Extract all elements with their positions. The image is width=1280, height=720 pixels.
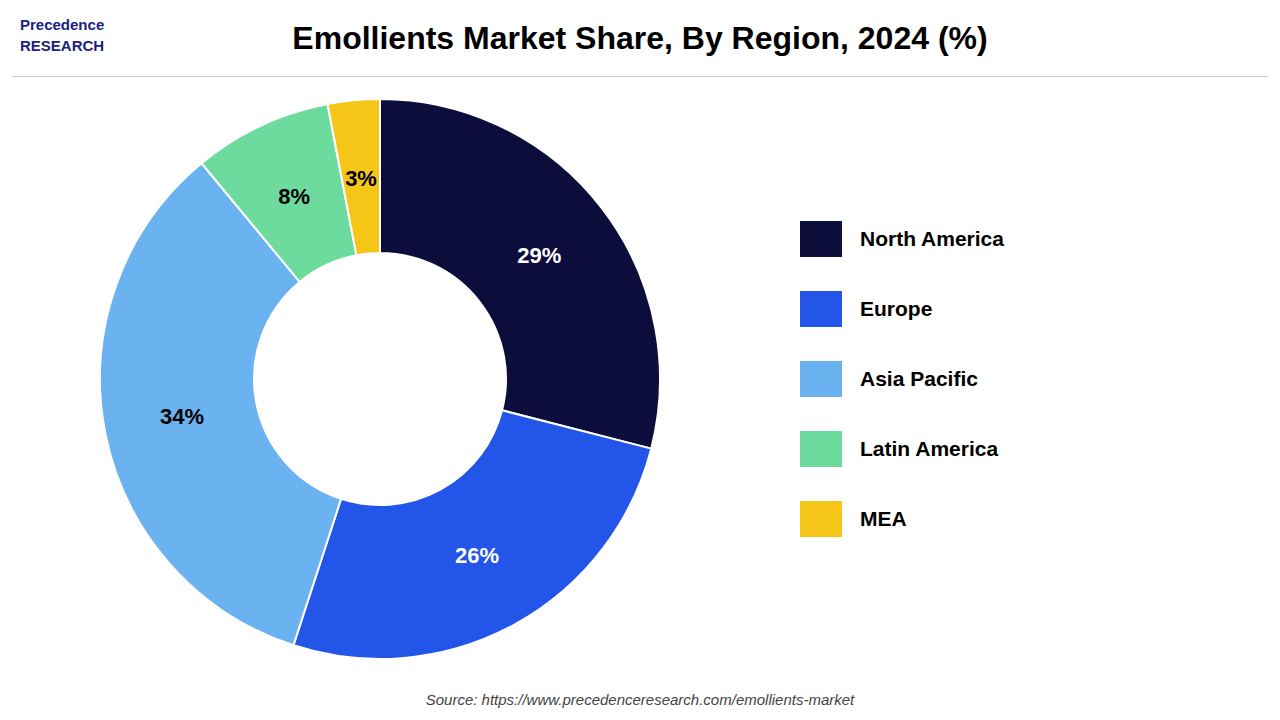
html-text:North America: North America: [860, 227, 1004, 250]
svg-text:29%: 29%: [517, 243, 561, 268]
html-text:Emollients Market Share, By Re: Emollients Market Share, By Region, 2024…: [292, 19, 988, 56]
html-text:Europe: Europe: [860, 297, 933, 320]
html-text:Precedence RESEARCH: Precedence RESEARCH: [20, 16, 105, 54]
svg-text:26%: 26%: [455, 543, 499, 568]
html-text:Latin America: Latin America: [860, 437, 999, 460]
svg-text:8%: 8%: [278, 184, 310, 209]
svg-text:34%: 34%: [160, 404, 204, 429]
svg-text:3%: 3%: [345, 166, 377, 191]
html-text:Source: https://www.precedence: Source: https://www.precedenceresearch.c…: [425, 690, 855, 708]
html-text:MEA: MEA: [860, 507, 907, 530]
html-text:Asia Pacific: Asia Pacific: [860, 367, 978, 390]
